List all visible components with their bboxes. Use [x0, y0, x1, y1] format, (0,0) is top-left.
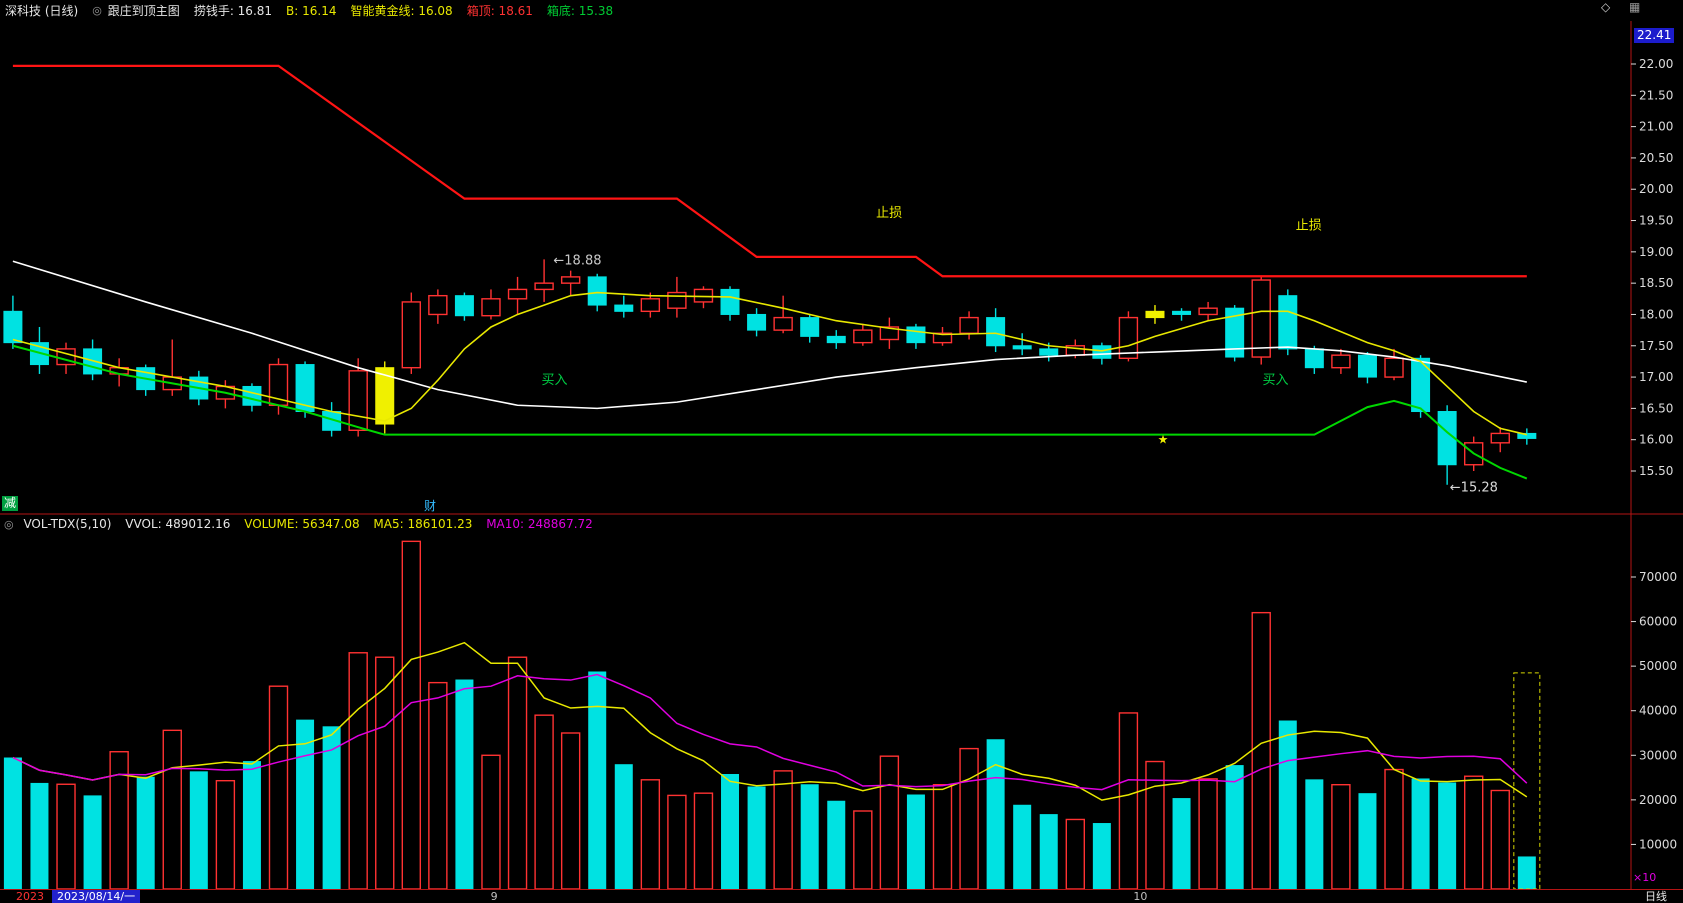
annotation-text: 止损 — [1296, 219, 1322, 234]
annotation-text: 止损 — [876, 206, 902, 221]
box-top-value: 箱顶: 18.61 — [466, 4, 533, 18]
vol-ma10-value: MA10: 248867.72 — [486, 517, 593, 531]
price-axis: 22.00 21.50 21.00 20.50 20.00 19.50 19.00 18.50… — [1631, 57, 1673, 478]
overlay-golden_line — [12, 291, 1528, 436]
svg-text:17.50: 17.50 — [1639, 339, 1673, 353]
overlay-lines-layer — [12, 64, 1528, 480]
svg-text:20.00: 20.00 — [1639, 182, 1673, 196]
current-date-box: 2023/08/14/一 — [52, 890, 141, 903]
annotation-text: 买入 — [1263, 373, 1289, 388]
svg-text:40000: 40000 — [1639, 704, 1677, 718]
svg-text:20000: 20000 — [1639, 793, 1677, 807]
overlay-box_bottom — [12, 344, 1528, 480]
annotation-text: ←18.88 — [553, 254, 601, 269]
time-axis-bar: 2023 2023/08/14/一 9 10 日线 — [0, 889, 1683, 903]
volume-axis: 70000 60000 50000 40000 30000 20000 10000 — [1631, 570, 1677, 851]
period-label[interactable]: 日线 — [1645, 890, 1667, 903]
svg-text:19.00: 19.00 — [1639, 245, 1673, 259]
svg-text:60000: 60000 — [1639, 615, 1677, 629]
svg-text:22.00: 22.00 — [1639, 57, 1673, 71]
svg-text:10000: 10000 — [1639, 837, 1677, 851]
volume-forecast-box — [1513, 672, 1541, 890]
svg-text:30000: 30000 — [1639, 748, 1677, 762]
svg-text:19.50: 19.50 — [1639, 214, 1673, 228]
box-bottom-value: 箱底: 15.38 — [546, 4, 614, 18]
vol-indicator-name[interactable]: VOL-TDX(5,10) — [23, 517, 112, 531]
volume-value: VOLUME: 56347.08 — [244, 517, 360, 531]
b-point-value: B: 16.14 — [286, 3, 337, 18]
volume-multiplier-label: ×10 — [1633, 871, 1657, 884]
overlay-ma_white — [12, 260, 1527, 410]
layout-panels-icon[interactable]: ▦ — [1629, 0, 1641, 14]
vvol-value: VVOL: 489012.16 — [125, 517, 231, 531]
chart-frame — [0, 21, 1683, 889]
month-label: 9 — [490, 890, 498, 903]
golden-line-value: 智能黄金线: 16.08 — [350, 4, 453, 18]
volume-ma-layer — [12, 641, 1528, 801]
svg-text:17.00: 17.00 — [1639, 370, 1673, 384]
svg-text:18.00: 18.00 — [1639, 307, 1673, 321]
annotation-text: 买入 — [541, 373, 567, 388]
svg-text:15.50: 15.50 — [1639, 464, 1673, 478]
volume-bars-layer — [3, 540, 1541, 890]
svg-text:70000: 70000 — [1639, 570, 1677, 584]
svg-text:21.50: 21.50 — [1639, 88, 1673, 102]
volume-indicator-header: ◎ VOL-TDX(5,10) VVOL: 489012.16 VOLUME: … — [4, 517, 603, 531]
overlay-box_top — [12, 64, 1527, 278]
signal-label-reduce: 减 — [2, 496, 19, 511]
collapse-icon[interactable]: ◎ — [4, 518, 14, 531]
svg-text:18.50: 18.50 — [1639, 276, 1673, 290]
year-label: 2023 — [16, 890, 44, 903]
top-status-bar: 深科技 (日线) ◎ 跟庄到顶主图 捞钱手: 16.81 B: 16.14 智能… — [0, 0, 1683, 21]
svg-text:21.00: 21.00 — [1639, 120, 1673, 134]
month-label: 10 — [1133, 890, 1148, 903]
svg-text:50000: 50000 — [1639, 659, 1677, 673]
main-indicator-name[interactable]: 跟庄到顶主图 — [107, 4, 180, 18]
laoqianshou-value: 捞钱手: 16.81 — [193, 4, 273, 18]
stock-title[interactable]: 深科技 (日线) — [5, 4, 79, 18]
svg-text:20.50: 20.50 — [1639, 151, 1673, 165]
max-price-badge: 22.41 — [1634, 28, 1675, 43]
annotation-text: ←15.28 — [1450, 480, 1498, 495]
indicator-dropdown-icon[interactable]: ◎ — [92, 4, 102, 17]
signal-label-wealth: 财 — [424, 499, 437, 513]
svg-text:16.00: 16.00 — [1639, 433, 1673, 447]
signal-star-icon: ★ — [1158, 433, 1169, 447]
candles-layer — [3, 259, 1537, 485]
vol-ma5-value: MA5: 186101.23 — [373, 517, 473, 531]
svg-text:16.50: 16.50 — [1639, 401, 1673, 415]
diamond-icon[interactable]: ◇ — [1601, 0, 1611, 14]
